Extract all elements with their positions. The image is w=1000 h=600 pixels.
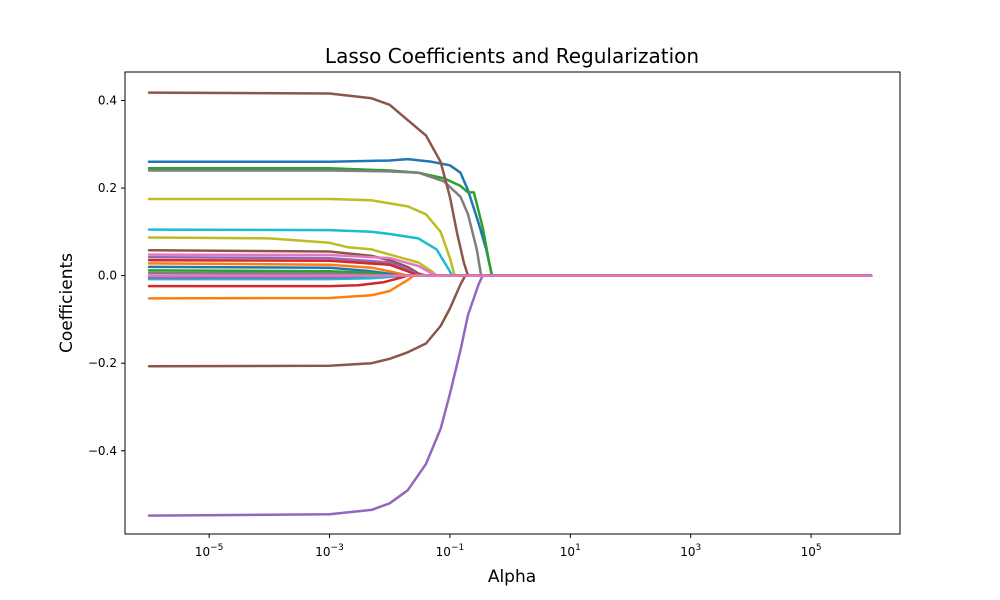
x-tick-label-4: 103 <box>680 543 701 559</box>
x-tick-base: 10 <box>560 545 575 559</box>
x-axis-label: Alpha <box>488 567 536 587</box>
plot-frame <box>125 72 900 534</box>
y-axis-label: Coefficients <box>57 253 77 353</box>
x-tick-label-1: 10−3 <box>315 543 344 559</box>
coefficient-path-6 <box>149 230 871 276</box>
coefficient-path-20 <box>149 276 871 367</box>
x-tick-base: 10 <box>801 545 816 559</box>
x-tick-base: 10 <box>436 545 451 559</box>
y-tick-label-4: −0.4 <box>88 444 117 458</box>
x-tick-exponent: 5 <box>816 543 822 553</box>
x-tick-exponent: 3 <box>695 543 701 553</box>
y-tick-label-3: −0.2 <box>88 356 117 370</box>
x-tick-label-2: 10−1 <box>436 543 465 559</box>
x-tick-exponent: −3 <box>331 543 344 553</box>
x-tick-exponent: −5 <box>210 543 223 553</box>
x-tick-label-3: 101 <box>560 543 581 559</box>
x-tick-base: 10 <box>315 545 330 559</box>
coefficient-path-21 <box>149 276 871 516</box>
x-tick-exponent: 1 <box>575 543 581 553</box>
y-axis: 0.4 0.2 0.0 −0.2 −0.4 <box>88 93 125 457</box>
x-tick-label-5: 105 <box>801 543 822 559</box>
x-tick-label-0: 10−5 <box>195 543 224 559</box>
coefficient-path-4 <box>149 93 871 276</box>
chart-title: Lasso Coefficients and Regularization <box>325 44 699 68</box>
series-layer <box>149 93 871 516</box>
x-tick-exponent: −1 <box>451 543 464 553</box>
y-tick-label-0: 0.4 <box>98 93 117 107</box>
x-tick-base: 10 <box>195 545 210 559</box>
plot-area <box>125 72 900 534</box>
y-tick-label-2: 0.0 <box>98 269 117 283</box>
y-tick-label-1: 0.2 <box>98 181 117 195</box>
x-tick-base: 10 <box>680 545 695 559</box>
x-axis: 10−510−310−1101103105 <box>195 534 822 559</box>
